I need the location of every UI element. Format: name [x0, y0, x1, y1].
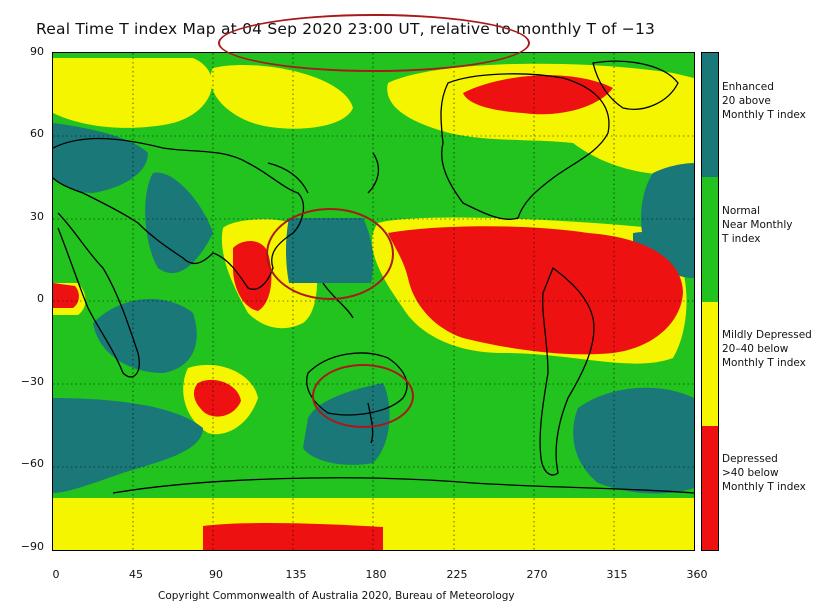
x-tick-label: 270: [526, 568, 548, 581]
x-tick-label: 315: [606, 568, 628, 581]
legend-swatch-depressed: [702, 426, 718, 550]
legend-color-bar: [701, 52, 719, 551]
y-tick-label: −90: [20, 540, 44, 553]
depressed-regions: [53, 75, 683, 550]
y-tick-label: 30: [30, 210, 44, 223]
x-tick-label: 360: [686, 568, 708, 581]
legend-label-enhanced: Enhanced 20 above Monthly T index: [722, 81, 806, 121]
legend-swatch-mild: [702, 302, 718, 426]
x-tick-label: 135: [285, 568, 307, 581]
y-tick-label: 60: [30, 127, 44, 140]
y-tick-label: −60: [20, 457, 44, 470]
legend-swatch-normal: [702, 177, 718, 302]
map-canvas: [53, 53, 694, 550]
copyright-notice: Copyright Commonwealth of Australia 2020…: [158, 590, 515, 602]
legend-label-normal: Normal Near Monthly T index: [722, 205, 793, 245]
x-tick-label: 90: [209, 568, 223, 581]
y-tick-label: −30: [20, 375, 44, 388]
new-zealand-callout-circle: [312, 364, 414, 428]
x-tick-label: 45: [129, 568, 143, 581]
title-date-callout-circle: [218, 14, 530, 72]
x-tick-label: 180: [365, 568, 387, 581]
north-pacific-callout-circle: [266, 208, 394, 300]
legend-swatch-enhanced: [702, 53, 718, 177]
x-tick-label: 225: [446, 568, 468, 581]
y-tick-label: 90: [30, 45, 44, 58]
x-tick-label: 0: [52, 568, 60, 581]
y-tick-label: 0: [37, 292, 44, 305]
t-index-map: [52, 52, 695, 551]
legend-label-mild: Mildly Depressed 20–40 below Monthly T i…: [722, 329, 812, 369]
legend-label-depressed: Depressed >40 below Monthly T index: [722, 453, 806, 493]
